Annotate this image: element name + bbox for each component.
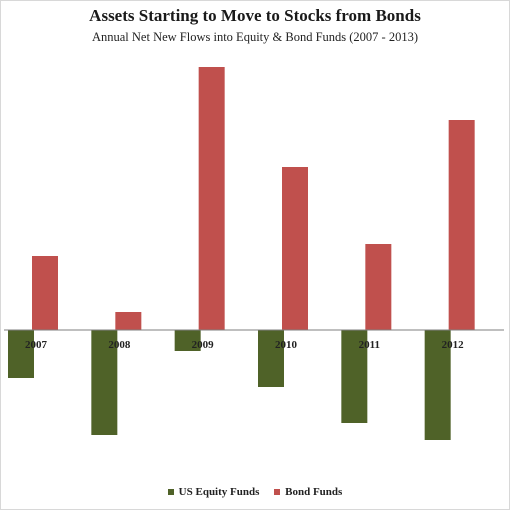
x-tick-label-2012: 2012 xyxy=(442,339,465,351)
legend-label-equity: US Equity Funds xyxy=(178,486,260,498)
bar-equity-2009 xyxy=(174,330,201,351)
chart-subtitle: Annual Net New Flows into Equity & Bond … xyxy=(91,30,419,44)
x-tick-label-2007: 2007 xyxy=(25,339,48,351)
legend-item-equity: US Equity Funds xyxy=(167,486,260,498)
bar-bond-2012 xyxy=(448,120,475,330)
bar-equity-2012 xyxy=(424,330,451,440)
bar-bond-2009 xyxy=(198,67,225,330)
bar-bond-2011 xyxy=(365,244,392,330)
x-tick-label-2010: 2010 xyxy=(275,339,298,351)
bar-equity-2010 xyxy=(258,330,284,387)
bar-equity-2008 xyxy=(91,330,118,435)
chart-legend: US Equity Funds Bond Funds xyxy=(0,486,510,498)
x-tick-label-2011: 2011 xyxy=(359,339,380,351)
bar-equity-2007 xyxy=(8,330,34,378)
chart-title: Assets Starting to Move to Stocks from B… xyxy=(89,6,421,25)
legend-item-bond: Bond Funds xyxy=(274,486,342,498)
bar-bond-2010 xyxy=(282,167,308,330)
legend-swatch-bond xyxy=(274,489,281,495)
bar-equity-2011 xyxy=(341,330,368,423)
legend-swatch-equity xyxy=(167,489,174,495)
x-tick-label-2008: 2008 xyxy=(108,339,131,351)
bar-bond-2008 xyxy=(115,312,142,330)
x-tick-label-2009: 2009 xyxy=(192,339,215,351)
bar-bond-2007 xyxy=(32,256,58,330)
legend-label-bond: Bond Funds xyxy=(285,486,343,498)
